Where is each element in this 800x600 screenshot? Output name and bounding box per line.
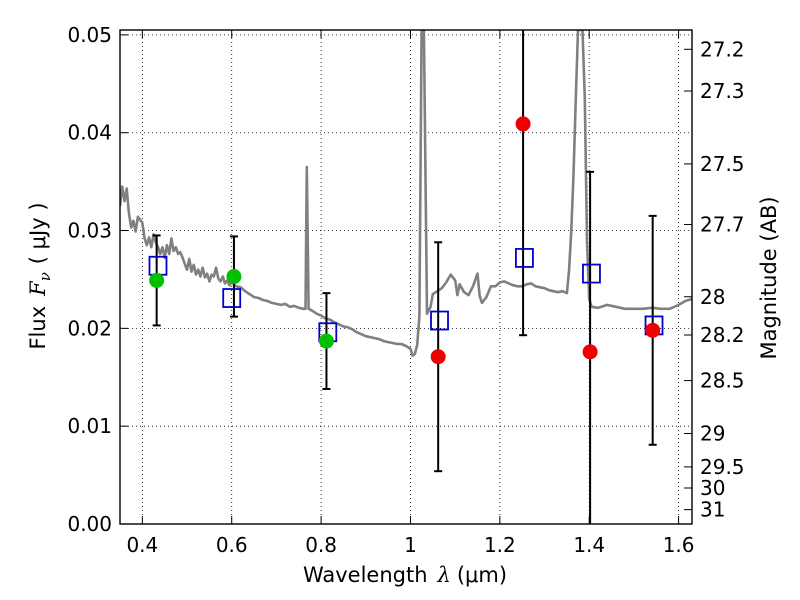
y-tick-label: 0.03 xyxy=(67,219,112,243)
y2-tick-label: 27.5 xyxy=(700,152,745,176)
y-tick-label: 0.05 xyxy=(67,23,112,47)
y2-tick-label: 27.2 xyxy=(700,37,745,61)
template-band-square xyxy=(515,248,534,268)
x-tick-label: 1 xyxy=(404,533,417,557)
y2-tick-label: 28.2 xyxy=(700,323,745,347)
data-points-layer xyxy=(148,30,664,524)
template-band-square xyxy=(430,310,449,331)
x-tick-label: 1.4 xyxy=(573,533,605,557)
x-tick-label: 0.8 xyxy=(305,533,337,557)
y-axis-label: FluxFν( μJy ) xyxy=(26,202,54,349)
detection-point xyxy=(318,333,334,349)
y2-tick-label: 29 xyxy=(700,422,725,446)
nondetection-point xyxy=(645,322,661,338)
template-spectrum-line xyxy=(120,30,692,357)
template-band-square xyxy=(582,263,601,284)
y-tick-label: 0.04 xyxy=(67,121,112,145)
x-tick-label: 1.2 xyxy=(484,533,516,557)
detection-point xyxy=(226,269,242,285)
x-tick-label: 0.6 xyxy=(216,533,248,557)
y2-tick-label: 30 xyxy=(700,476,725,500)
template-spectrum-layer xyxy=(120,30,692,357)
x-axis-label: Wavelength λ (μm) xyxy=(303,563,507,587)
nondetection-point xyxy=(430,349,446,365)
y2-tick-label: 31 xyxy=(700,498,725,522)
y2-tick-label: 27.3 xyxy=(700,79,745,103)
x-tick-label: 1.6 xyxy=(663,533,695,557)
y2-tick-label: 28.5 xyxy=(700,369,745,393)
x-tick-label: 0.4 xyxy=(126,533,158,557)
y-tick-label: 0.01 xyxy=(67,414,112,438)
plot-frame xyxy=(119,29,693,525)
detection-point xyxy=(149,272,165,288)
template-band-square xyxy=(148,255,168,276)
y2-tick-label: 27.7 xyxy=(700,212,745,236)
y-tick-label: 0.00 xyxy=(67,512,112,536)
y2-tick-label: 29.5 xyxy=(700,455,745,479)
y2-tick-label: 28 xyxy=(700,285,725,309)
template-band-square xyxy=(222,288,242,308)
y2-axis-label: Magnitude (AB) xyxy=(757,196,781,359)
axes-layer: 0.4 0.6 0.8 1 1.2 1.4 1.6 0.00 0.01 0.02 0.03 0.04 0… xyxy=(67,23,744,557)
nondetection-point xyxy=(582,344,598,360)
y-tick-label: 0.02 xyxy=(67,316,112,340)
nondetection-point xyxy=(515,116,531,132)
